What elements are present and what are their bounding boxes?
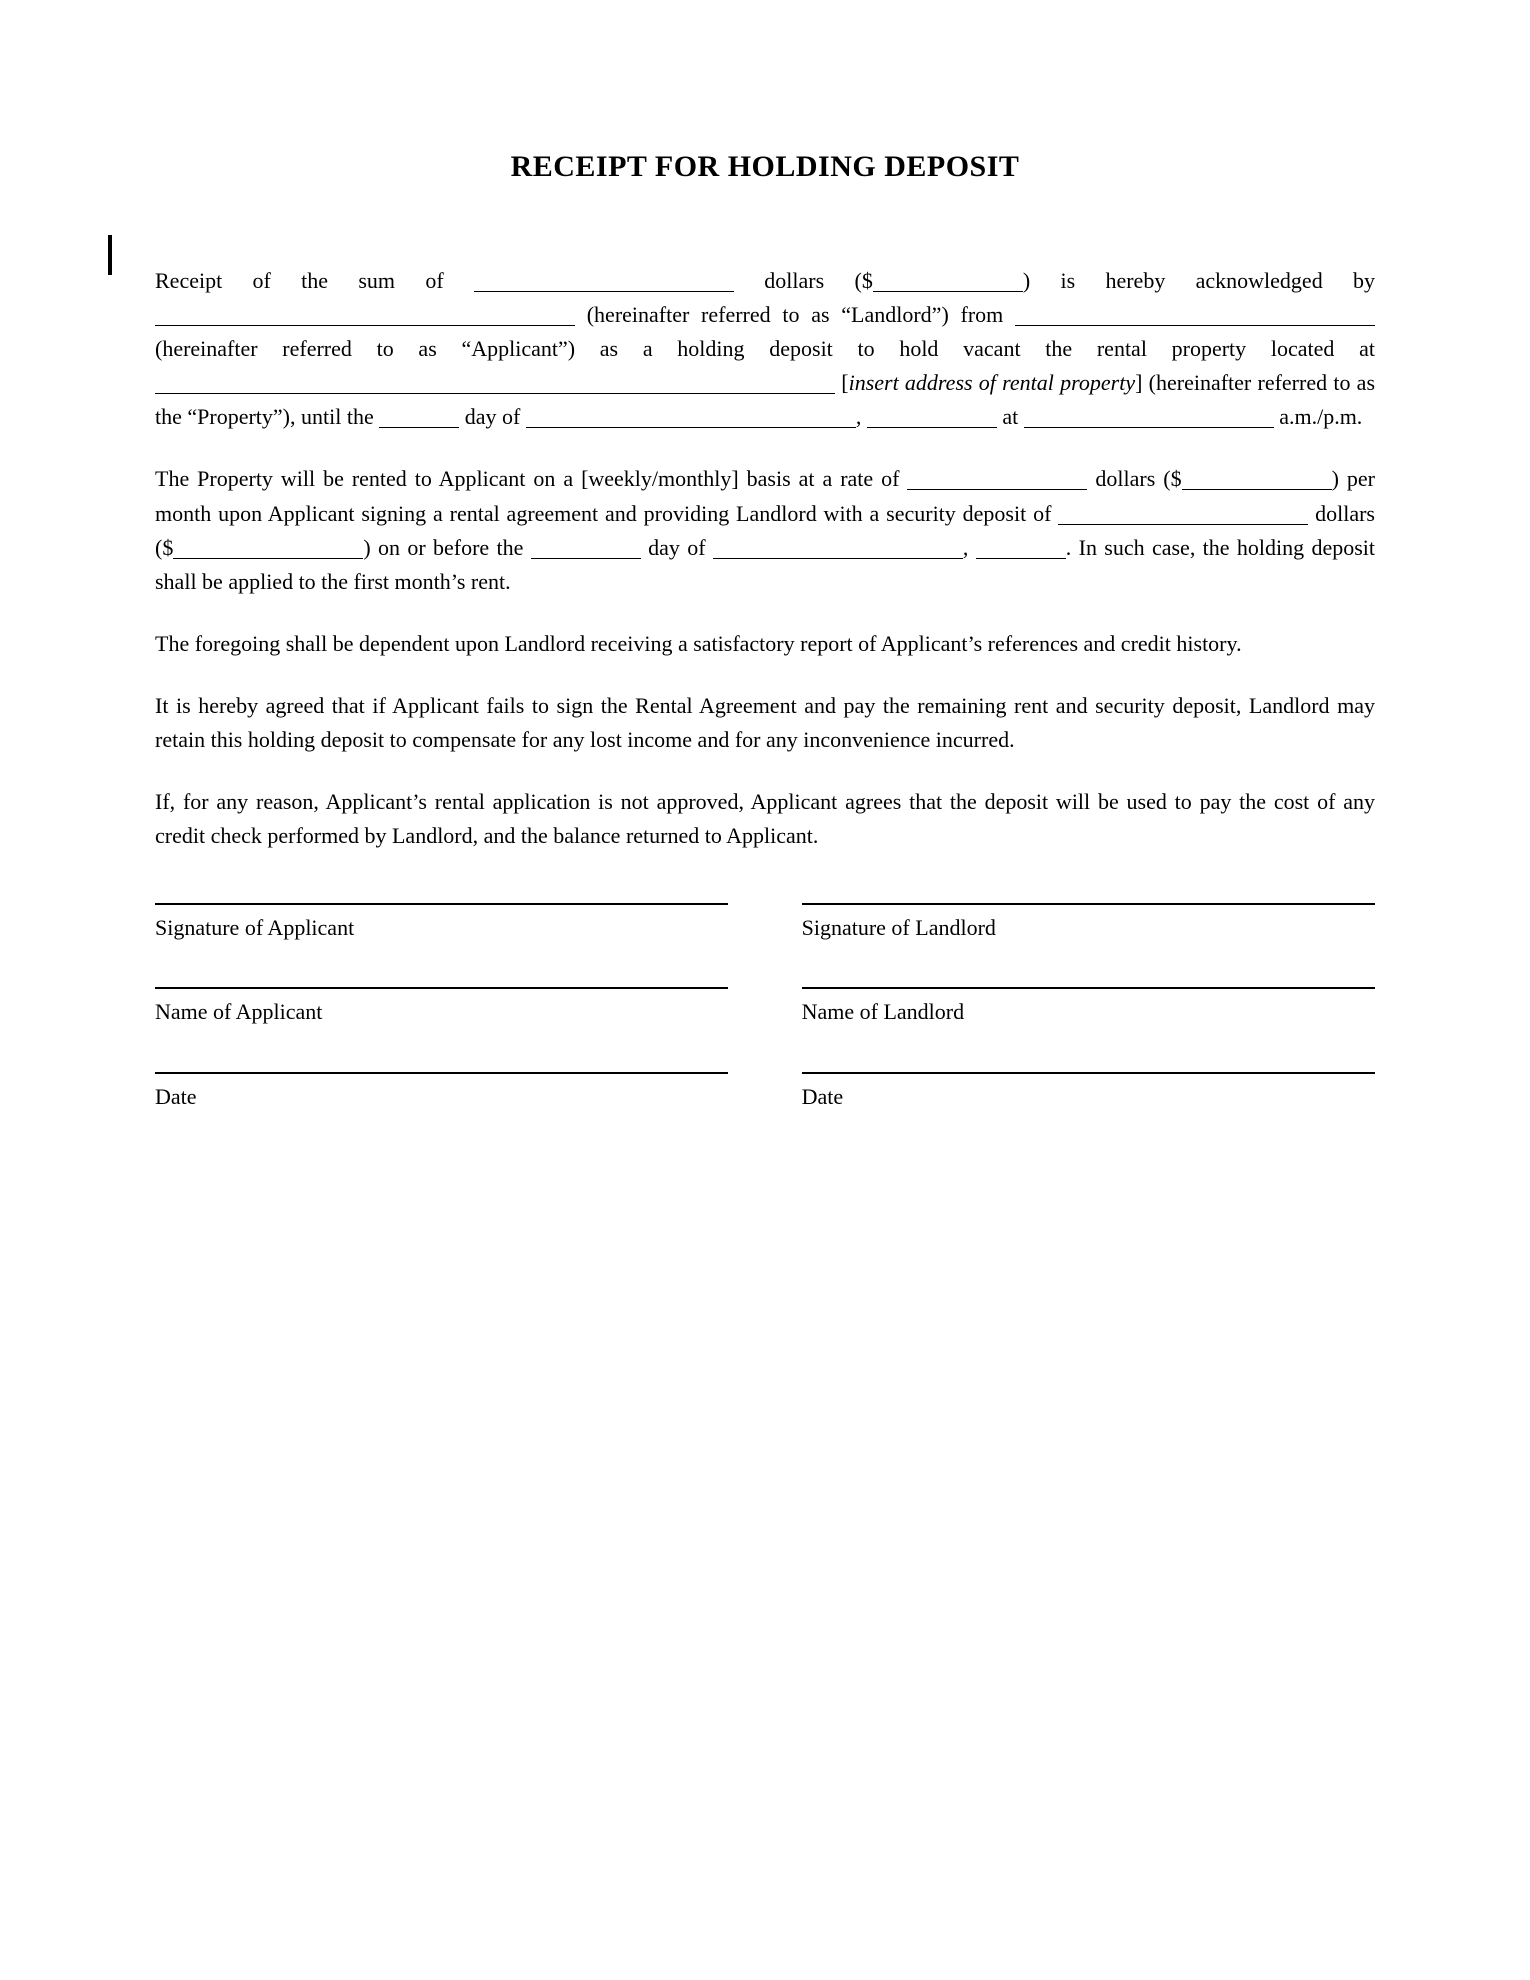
applicant-date-label[interactable]: Date xyxy=(155,1072,728,1114)
landlord-signature-label[interactable]: Signature of Landlord xyxy=(802,903,1375,945)
applicant-signature-label[interactable]: Signature of Applicant xyxy=(155,903,728,945)
landlord-date-cell: Date xyxy=(802,1072,1375,1114)
landlord-date-label[interactable]: Date xyxy=(802,1072,1375,1114)
paragraph-forfeit: It is hereby agreed that if Applicant fa… xyxy=(155,689,1375,757)
p2-seg7: , xyxy=(963,535,976,560)
p1-seg4: (hereinafter referred to as “Landlord”) … xyxy=(575,302,1015,327)
blank-time[interactable] xyxy=(1024,406,1274,428)
p1-seg3: ) is hereby acknowledged by xyxy=(1023,268,1375,293)
paragraph-references: The foregoing shall be dependent upon La… xyxy=(155,627,1375,661)
applicant-name-label[interactable]: Name of Applicant xyxy=(155,987,728,1029)
landlord-name-cell: Name of Landlord xyxy=(802,987,1375,1029)
blank-until-year[interactable] xyxy=(867,406,997,428)
blank-before-year[interactable] xyxy=(976,537,1066,559)
p2-seg6: day of xyxy=(641,535,713,560)
p1-seg9: , xyxy=(856,404,867,429)
blank-until-month[interactable] xyxy=(526,406,856,428)
blank-rate-amount[interactable] xyxy=(1182,468,1332,490)
p1-seg5: (hereinafter referred to as “Applicant”)… xyxy=(155,336,1375,361)
document-page: RECEIPT FOR HOLDING DEPOSIT Receipt of t… xyxy=(0,0,1530,1980)
blank-dollar-amount[interactable] xyxy=(873,270,1023,292)
applicant-signature-cell: Signature of Applicant xyxy=(155,903,728,945)
document-body: Receipt of the sum of dollars ($ ) is her… xyxy=(155,264,1375,1156)
p1-seg11: a.m./p.m. xyxy=(1274,404,1363,429)
applicant-name-cell: Name of Applicant xyxy=(155,987,728,1029)
blank-security-deposit[interactable] xyxy=(1058,503,1308,525)
p1-seg1: Receipt of the sum of xyxy=(155,268,474,293)
p1-address-placeholder: insert address of rental property xyxy=(849,370,1136,395)
p2-seg5: ) on or before the xyxy=(363,535,530,560)
blank-before-month[interactable] xyxy=(713,537,963,559)
blank-until-day[interactable] xyxy=(379,406,459,428)
blank-before-day[interactable] xyxy=(531,537,641,559)
signature-block: Signature of Applicant Signature of Land… xyxy=(155,903,1375,1155)
text-cursor-icon xyxy=(108,235,112,275)
blank-property-address[interactable] xyxy=(155,372,835,394)
landlord-name-label[interactable]: Name of Landlord xyxy=(802,987,1375,1029)
p1-seg8: day of xyxy=(459,404,526,429)
blank-sd-amount[interactable] xyxy=(173,537,363,559)
p2-seg2: dollars ($ xyxy=(1087,466,1181,491)
blank-applicant-name[interactable] xyxy=(1015,304,1375,326)
applicant-date-cell: Date xyxy=(155,1072,728,1114)
landlord-signature-cell: Signature of Landlord xyxy=(802,903,1375,945)
paragraph-receipt: Receipt of the sum of dollars ($ ) is her… xyxy=(155,264,1375,434)
paragraph-not-approved: If, for any reason, Applicant’s rental a… xyxy=(155,785,1375,853)
blank-rate[interactable] xyxy=(907,468,1087,490)
p1-seg2: dollars ($ xyxy=(734,268,873,293)
p2-seg1: The Property will be rented to Applicant… xyxy=(155,466,907,491)
document-title: RECEIPT FOR HOLDING DEPOSIT xyxy=(155,150,1375,184)
blank-landlord-name[interactable] xyxy=(155,304,575,326)
blank-sum[interactable] xyxy=(474,270,734,292)
p1-seg10: at xyxy=(997,404,1024,429)
paragraph-rental-terms: The Property will be rented to Applicant… xyxy=(155,462,1375,598)
